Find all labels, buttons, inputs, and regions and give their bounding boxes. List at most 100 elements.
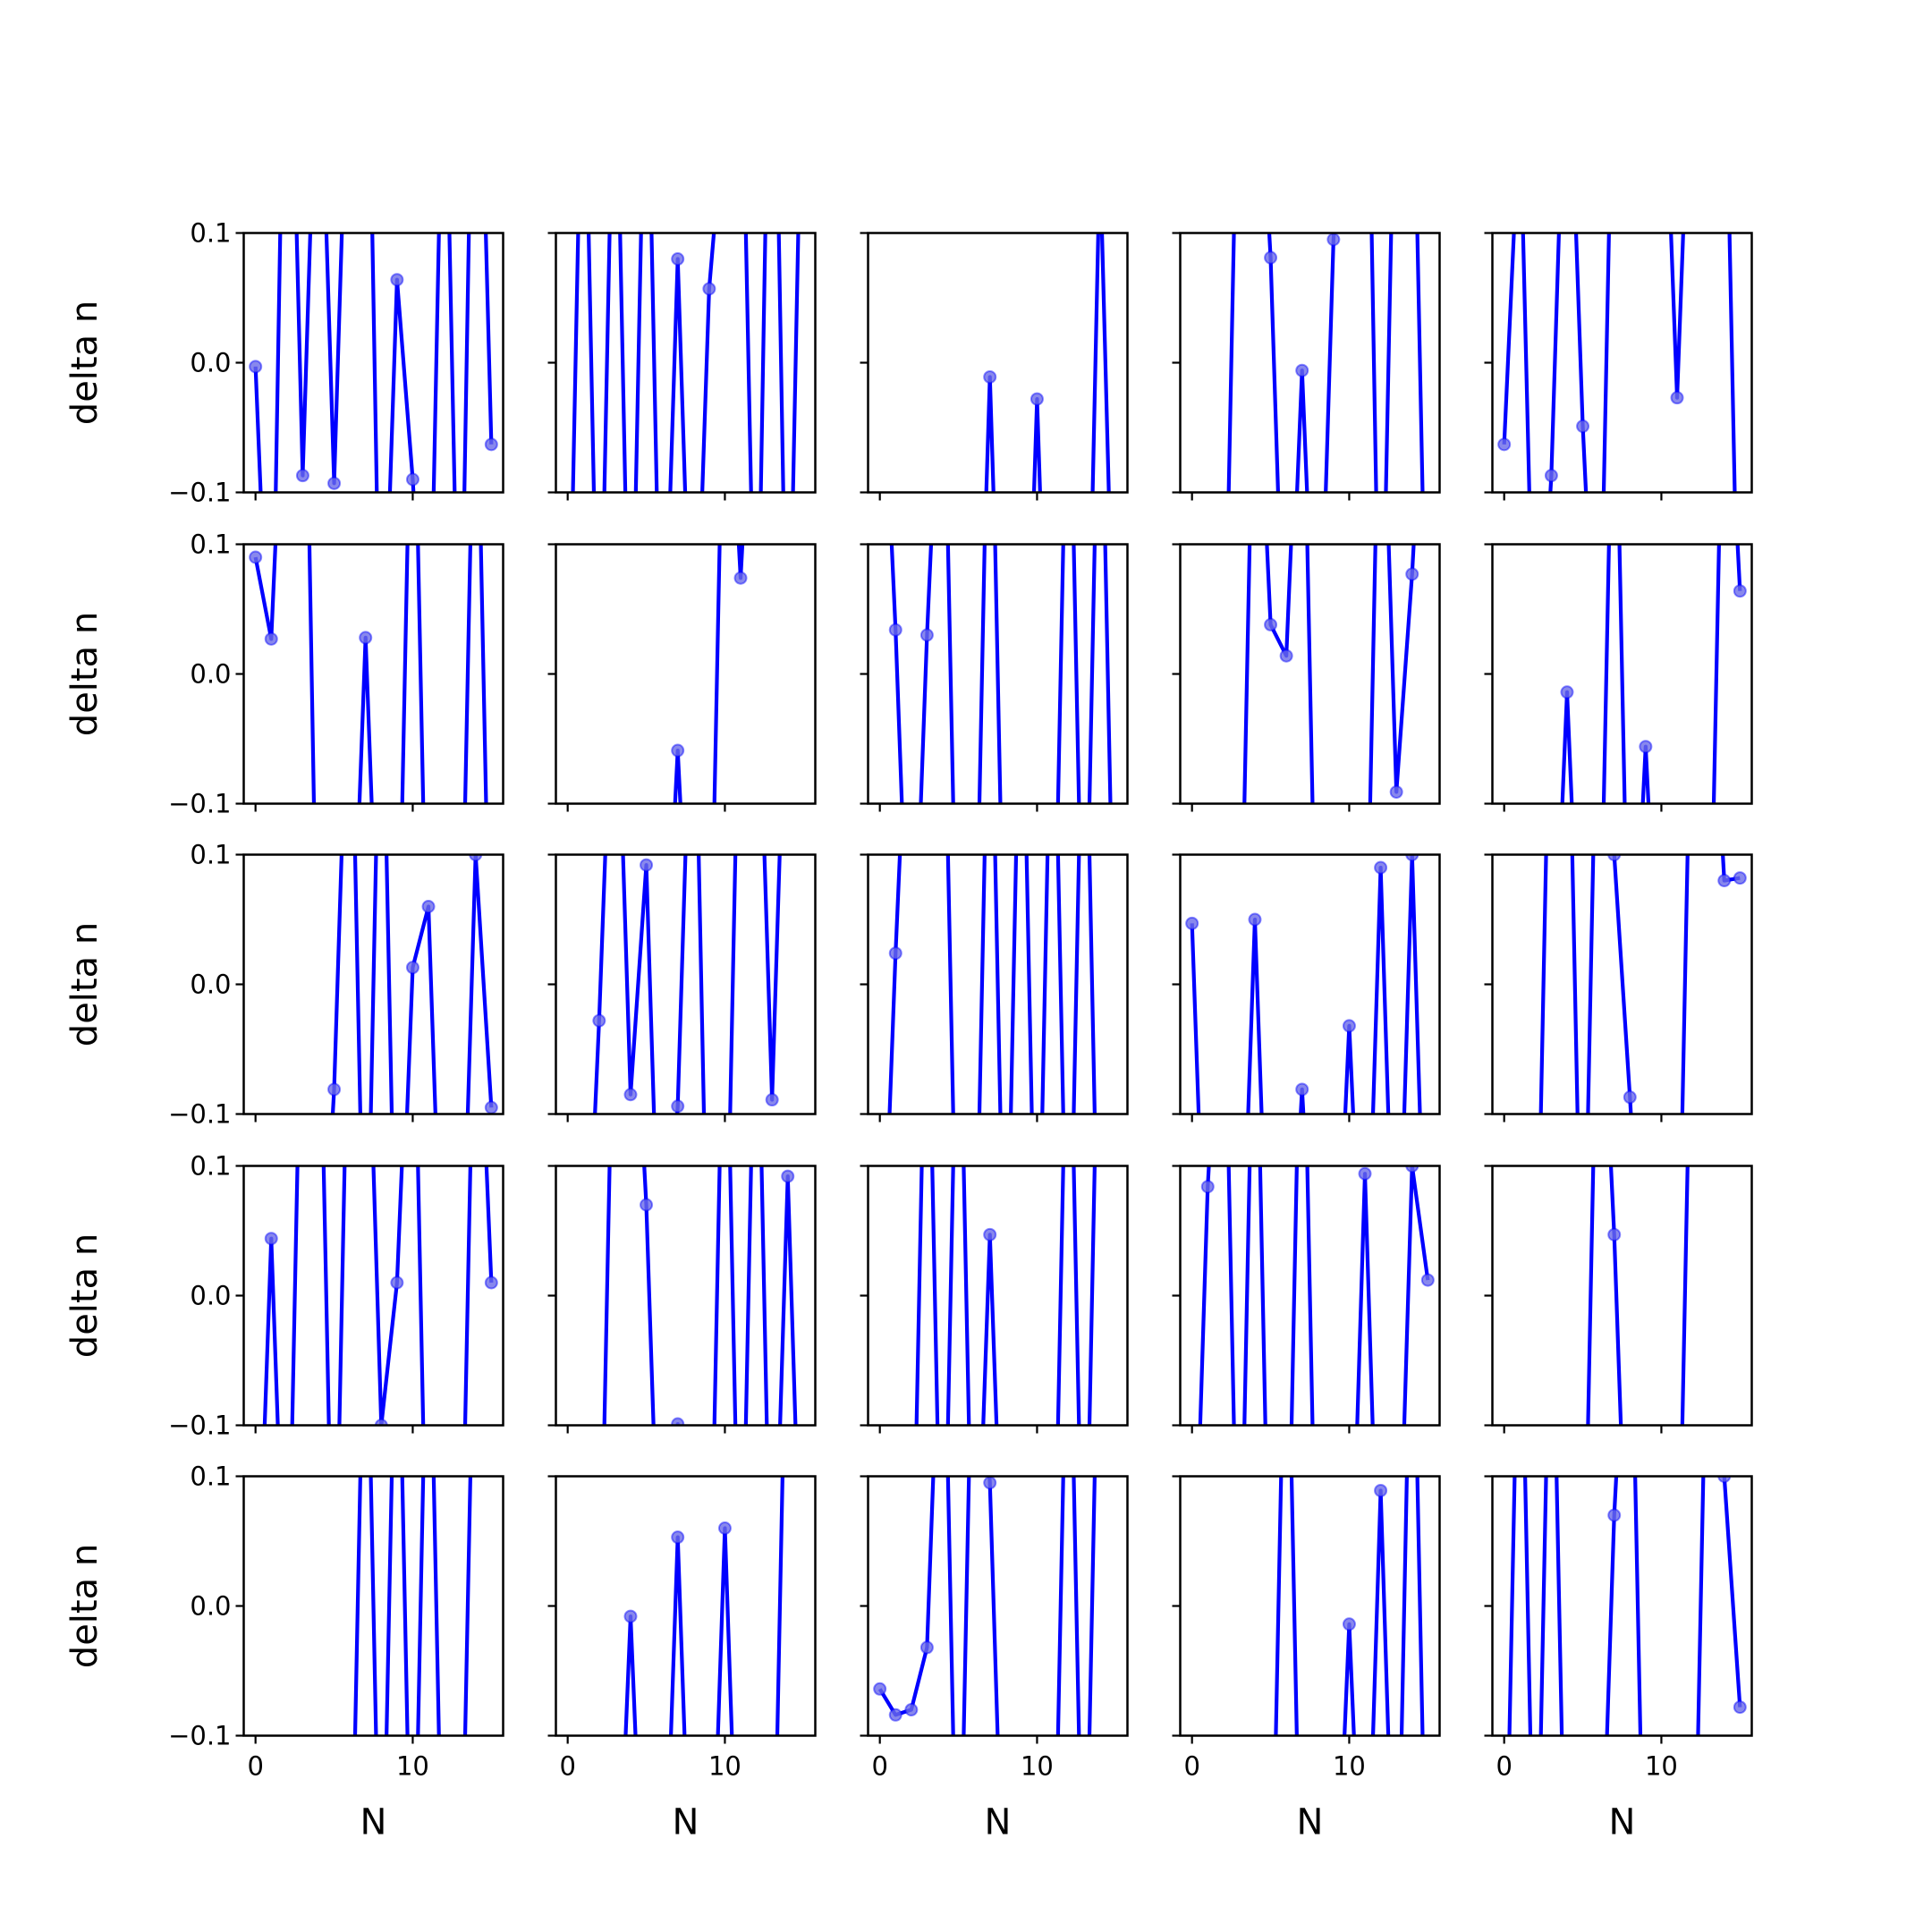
data-point [327, 1082, 342, 1097]
data-point [1733, 584, 1747, 598]
series-line [914, 1165, 1097, 1426]
data-point [1717, 874, 1732, 887]
subplot-4-1: −0.1 0.0 0.1 delta n [64, 1151, 504, 1441]
y-tick-label: 0.0 [190, 970, 231, 1000]
y-tick-label: 0.1 [190, 218, 231, 249]
axes-frame [1491, 232, 1753, 494]
subplot-4-4 [1172, 1165, 1441, 1434]
data-point [1497, 437, 1512, 452]
data-point [1733, 871, 1747, 886]
data-point [405, 472, 419, 487]
data-point [1295, 363, 1309, 377]
data-point [327, 476, 342, 490]
data-point [671, 1417, 685, 1426]
series-line [1242, 544, 1416, 804]
series-line [602, 1165, 798, 1426]
subplot-1-1: −0.1 0.0 0.1 delta n [64, 218, 504, 508]
subplot-5-2: 0 10 N [547, 1475, 817, 1843]
subplot-2-2 [547, 543, 817, 812]
subplot-1-2 [547, 232, 817, 501]
subplot-3-3 [860, 853, 1129, 1123]
subplot-3-2 [547, 853, 817, 1123]
series-line [984, 233, 1111, 493]
series-line [352, 1476, 472, 1736]
subplot-5-1: 0 10 −0.1 0.0 0.1 delta n N [64, 1462, 504, 1843]
x-axis-label: N [1609, 1802, 1636, 1843]
data-point [1264, 617, 1278, 631]
x-tick-label: 10 [708, 1751, 741, 1782]
subplot-1-4 [1172, 232, 1441, 501]
subplot-3-4 [1172, 853, 1441, 1123]
data-point [249, 550, 263, 564]
series-line [1226, 233, 1425, 493]
data-point [983, 1227, 997, 1241]
data-point [484, 437, 498, 452]
data-point [1185, 916, 1199, 930]
data-point [1544, 469, 1558, 483]
data-point [1405, 1165, 1419, 1173]
y-tick-label: 0.0 [190, 348, 231, 378]
x-tick-label: 0 [247, 1751, 263, 1782]
x-tick-label: 10 [1645, 1751, 1678, 1782]
y-tick-label: −0.1 [168, 1721, 231, 1751]
y-tick-label: 0.1 [190, 840, 231, 870]
data-point [484, 1275, 498, 1290]
data-point [1358, 1166, 1372, 1181]
data-point [919, 1640, 934, 1655]
series-line [1198, 1165, 1430, 1426]
data-point [264, 631, 278, 646]
y-axis-label: delta n [64, 1544, 106, 1668]
data-point [919, 628, 934, 642]
data-point [702, 282, 716, 296]
subplot-1-5 [1484, 232, 1753, 501]
data-point [390, 273, 404, 287]
data-point [1576, 419, 1590, 434]
data-point [295, 469, 309, 483]
series-line [1507, 1476, 1742, 1736]
axes-frame [555, 543, 817, 805]
data-point [1639, 740, 1653, 754]
data-point [904, 1703, 919, 1716]
subplot-4-5 [1484, 1165, 1753, 1434]
data-point [1374, 1483, 1388, 1497]
x-tick-label: 0 [559, 1751, 575, 1782]
y-tick-label: 0.1 [190, 1462, 231, 1492]
subplot-2-1: −0.1 0.0 0.1 delta n [64, 530, 504, 819]
series-line [1560, 544, 1742, 804]
data-point [484, 1100, 498, 1114]
data-point [1607, 1508, 1622, 1522]
data-point [1264, 250, 1278, 265]
data-point [733, 571, 748, 585]
data-point [1405, 567, 1419, 581]
data-point [873, 1682, 887, 1696]
subplot-2-3 [860, 543, 1129, 812]
y-tick-label: −0.1 [168, 1411, 231, 1441]
data-point [1405, 854, 1419, 861]
data-point [671, 1099, 685, 1114]
x-tick-label: 0 [1183, 1751, 1199, 1782]
data-point [1326, 233, 1341, 247]
x-tick-label: 0 [1496, 1751, 1512, 1782]
series-line [253, 233, 494, 493]
series-line [887, 854, 1097, 1114]
data-point [1200, 1180, 1215, 1194]
data-point [405, 961, 419, 975]
data-point [765, 1093, 779, 1107]
data-point [1623, 1090, 1637, 1105]
data-point [1733, 1700, 1747, 1715]
data-point [888, 1707, 902, 1722]
data-point [249, 360, 263, 374]
data-point [671, 252, 685, 266]
y-axis-label: delta n [64, 301, 106, 425]
y-axis-label: delta n [64, 1233, 106, 1358]
subplot-4-2 [547, 1165, 817, 1434]
y-axis-label: delta n [64, 922, 106, 1046]
x-tick-label: 10 [1021, 1751, 1054, 1782]
data-point [717, 1521, 732, 1535]
y-tick-label: 0.0 [190, 1281, 231, 1311]
x-axis-label: N [1297, 1802, 1324, 1843]
data-point [623, 1088, 638, 1102]
data-point [640, 858, 654, 872]
data-point [671, 743, 685, 758]
subplot-3-5 [1484, 853, 1753, 1123]
